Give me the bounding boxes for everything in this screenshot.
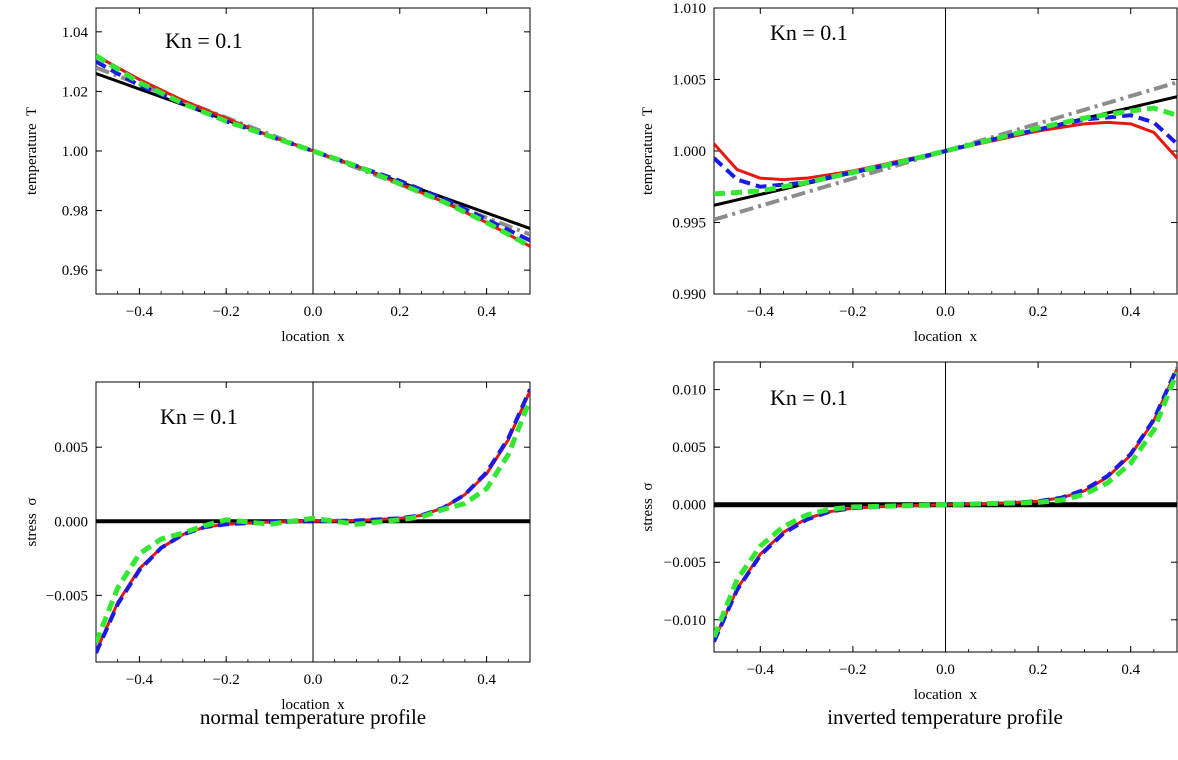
x-tick-label: −0.2: [213, 672, 240, 688]
y-tick-label: 0.995: [672, 216, 706, 232]
x-axis-label: location x: [281, 697, 345, 713]
knudsen-annotation: Kn = 0.1: [165, 28, 243, 53]
y-tick-label: 0.96: [62, 263, 89, 279]
x-tick-label: 0.4: [477, 304, 496, 320]
y-tick-label: 0.000: [54, 514, 88, 530]
x-tick-label: −0.4: [126, 672, 154, 688]
y-axis-label: stress σ: [640, 483, 656, 532]
y-axis-label: stress σ: [24, 498, 40, 547]
y-tick-label: 1.010: [672, 1, 706, 17]
series-group: [714, 366, 1177, 643]
x-tick-label: −0.2: [839, 304, 866, 320]
caption-inverted-profile: inverted temperature profile: [827, 705, 1063, 729]
y-tick-label: 0.005: [54, 440, 88, 456]
y-axis-label: temperature T: [24, 107, 40, 195]
chart-panel-p1: −0.4 −0.2 0.0 0.2 0.4 0.96 0.98 1.00 1.02 1.04 loc…: [24, 7, 531, 345]
x-tick-label: −0.4: [747, 662, 775, 678]
x-tick-label: 0.2: [390, 672, 409, 688]
y-tick-label: 1.000: [672, 144, 706, 160]
y-tick-label: 0.005: [672, 440, 706, 456]
y-tick-label: 1.00: [62, 144, 88, 160]
chart-panel-p2: −0.4 −0.2 0.0 0.2 0.4 0.990 0.995 1.000 1.005 1.0…: [640, 1, 1178, 345]
x-tick-label: −0.2: [839, 662, 866, 678]
series-group: [96, 53, 530, 249]
x-tick-label: −0.2: [213, 304, 240, 320]
x-tick-label: 0.0: [304, 304, 323, 320]
series-line-blue: [714, 113, 1177, 189]
knudsen-annotation: Kn = 0.1: [770, 385, 848, 410]
x-tick-label: 0.2: [390, 304, 409, 320]
caption-normal-profile: normal temperature profile: [200, 705, 426, 729]
x-tick-label: 0.4: [1121, 304, 1140, 320]
knudsen-annotation: Kn = 0.1: [160, 404, 238, 429]
y-tick-label: 0.000: [672, 498, 706, 514]
chart-panel-p4: −0.4 −0.2 0.0 0.2 0.4 −0.010 −0.005 0.000 0.005 0…: [640, 361, 1178, 703]
y-tick-label: −0.010: [664, 613, 706, 629]
x-axis-label: location x: [914, 329, 978, 345]
x-tick-label: 0.0: [304, 672, 323, 688]
series-line-blue: [96, 388, 530, 654]
x-tick-label: −0.4: [126, 304, 154, 320]
y-tick-label: 0.990: [672, 287, 706, 303]
y-tick-label: 1.005: [672, 73, 706, 89]
x-tick-label: −0.4: [747, 304, 775, 320]
x-tick-label: 0.4: [477, 672, 496, 688]
y-tick-label: −0.005: [46, 588, 88, 604]
knudsen-annotation: Kn = 0.1: [770, 20, 848, 45]
x-tick-label: 0.4: [1121, 662, 1140, 678]
x-tick-label: 0.0: [936, 304, 955, 320]
series-line-green: [714, 371, 1177, 638]
y-tick-label: 1.04: [62, 25, 89, 41]
y-tick-label: 0.98: [62, 204, 88, 220]
y-axis-label: temperature T: [640, 107, 656, 195]
series-line-green: [96, 53, 530, 249]
series-line-green: [714, 105, 1177, 197]
x-tick-label: 0.0: [936, 662, 955, 678]
chart-panel-p3: −0.4 −0.2 0.0 0.2 0.4 −0.005 0.000 0.005 locatio…: [24, 381, 531, 713]
x-tick-label: 0.2: [1029, 662, 1048, 678]
series-group: [96, 388, 530, 654]
y-tick-label: 0.010: [672, 383, 706, 399]
series-group: [714, 80, 1177, 222]
series-line-green: [96, 398, 530, 644]
y-tick-label: −0.005: [664, 555, 706, 571]
y-tick-label: 1.02: [62, 84, 88, 100]
x-axis-label: location x: [914, 687, 978, 703]
x-tick-label: 0.2: [1029, 304, 1048, 320]
x-axis-label: location x: [281, 329, 345, 345]
